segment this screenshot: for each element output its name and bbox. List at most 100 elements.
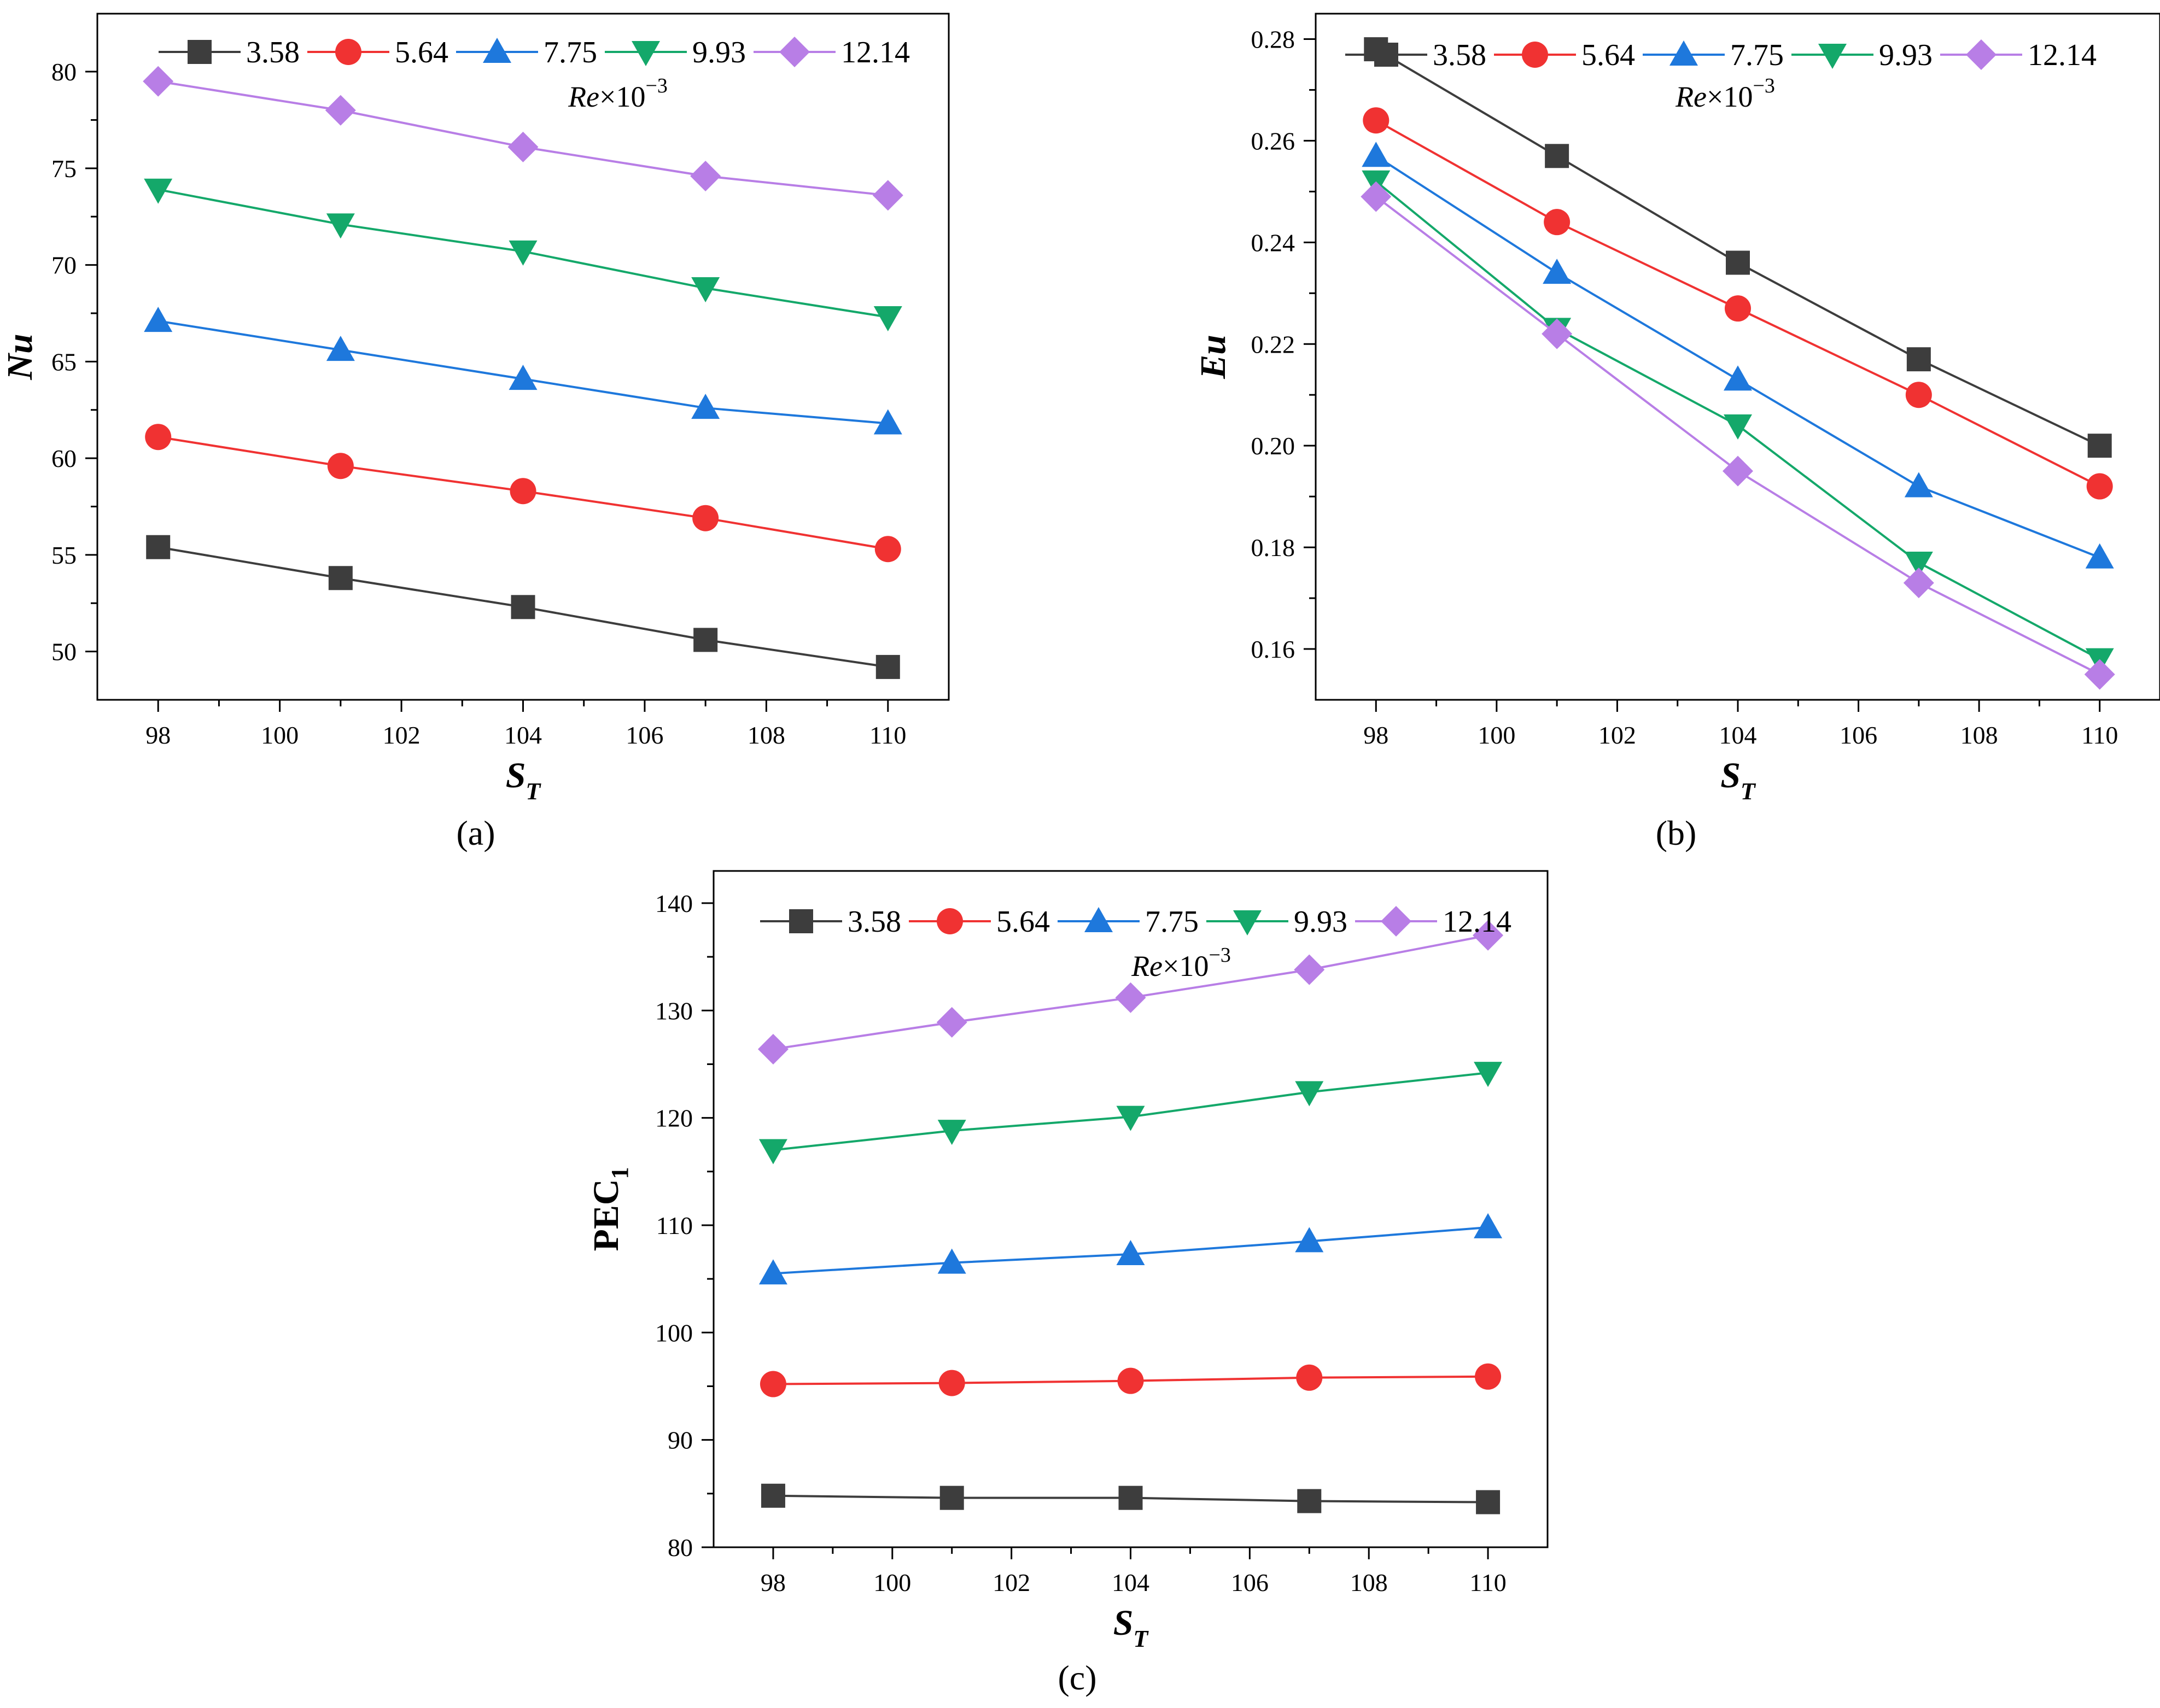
legend-title-rest: ×10 [1707, 80, 1753, 113]
y-tick-label: 80 [668, 1534, 693, 1561]
data-point [1474, 1213, 1503, 1238]
legend-marker [779, 37, 810, 67]
x-tick-label: 104 [1112, 1569, 1149, 1596]
legend-title-exp: −3 [1753, 74, 1774, 97]
legend-title-exp: −3 [1209, 944, 1230, 967]
x-tick-label: 106 [1840, 721, 1877, 749]
data-point [1117, 1367, 1144, 1394]
panel-label: (b) [1656, 814, 1697, 852]
series-5.64 [145, 424, 901, 563]
x-tick-label: 104 [1719, 721, 1757, 749]
legend-marker [1966, 39, 1996, 70]
y-tick-label: 50 [51, 638, 77, 666]
data-point [938, 1370, 965, 1396]
series-3.58 [761, 1483, 1501, 1514]
data-point [873, 306, 902, 332]
data-point [1361, 181, 1392, 212]
panel-c: 98 100 102 104 106 108 110 80 90 100 110 120 130 140 3… [586, 870, 1549, 1697]
data-point [1474, 1062, 1503, 1087]
y-axis-title-sub: 1 [606, 1167, 633, 1179]
x-tick-label: 100 [261, 721, 299, 749]
y-tick-label: 140 [655, 890, 693, 917]
data-point [1726, 250, 1750, 275]
x-tick-label: 106 [626, 721, 663, 749]
data-point [758, 1139, 787, 1165]
data-point [145, 424, 172, 451]
x-axis-title-main: S [1113, 1603, 1134, 1643]
data-point [507, 131, 539, 162]
legend-label: 3.58 [246, 36, 300, 69]
legend-label: 9.93 [1294, 905, 1347, 939]
legend-marker [483, 38, 511, 63]
legend-label: 5.64 [395, 36, 448, 69]
data-point [939, 1485, 964, 1510]
series-12.14 [1361, 181, 2115, 690]
data-point [760, 1371, 786, 1397]
legend-marker [1233, 910, 1262, 935]
panel-label: (a) [456, 814, 495, 852]
legend-label: 9.93 [1879, 38, 1933, 72]
x-tick-label: 100 [873, 1569, 911, 1596]
legend-label: 3.58 [1433, 38, 1486, 72]
y-tick-label: 130 [655, 997, 693, 1025]
data-point [2084, 659, 2115, 690]
legend-marker [632, 41, 660, 66]
y-tick-label: 65 [51, 348, 77, 376]
data-point [1116, 1105, 1145, 1131]
y-tick-label: 120 [655, 1104, 693, 1132]
legend: 3.58 5.64 7.75 9.93 12.14 [1345, 38, 2097, 72]
data-point [2087, 434, 2112, 458]
data-point [1295, 1227, 1324, 1253]
legend-marker [937, 908, 963, 934]
data-point [2086, 473, 2113, 500]
x-tick-label: 106 [1231, 1569, 1269, 1596]
data-point [1473, 920, 1504, 951]
series-3.58 [1364, 37, 2112, 458]
data-point [2085, 543, 2114, 569]
data-point [693, 628, 718, 652]
data-point [326, 336, 355, 361]
legend-title-exp: −3 [645, 74, 667, 97]
data-point [691, 277, 720, 302]
data-point [691, 394, 720, 419]
x-tick-label: 110 [2081, 721, 2118, 749]
series-9.93 [144, 178, 902, 332]
y-axis-title: Nu [0, 334, 40, 380]
x-axis-title-main: S [506, 756, 526, 795]
data-point [1544, 209, 1571, 236]
panel-b: 98 100 102 104 106 108 110 0.16 0.18 0.20 0.22 0.24… [1193, 13, 2160, 852]
legend-label: 7.75 [1730, 38, 1784, 72]
legend-marker [335, 39, 361, 65]
data-point [1905, 382, 1932, 408]
y-tick-label: 0.28 [1251, 25, 1295, 53]
series-3.58 [146, 535, 900, 679]
y-tick-label: 0.24 [1251, 229, 1295, 256]
legend-label: 7.75 [1145, 905, 1199, 939]
data-point [1115, 982, 1146, 1013]
x-tick-label: 98 [145, 721, 171, 749]
y-tick-label: 0.26 [1251, 127, 1295, 155]
legend-title: Re×10−3 [1675, 74, 1775, 113]
data-point [1476, 1490, 1501, 1514]
legend-marker [1669, 40, 1698, 66]
x-tick-label: 108 [748, 721, 785, 749]
x-tick-label: 98 [761, 1569, 786, 1596]
x-tick-label: 98 [1363, 721, 1388, 749]
data-point [509, 365, 538, 390]
y-tick-label: 60 [51, 444, 77, 472]
series-5.64 [760, 1363, 1502, 1397]
x-tick-label: 100 [1478, 721, 1515, 749]
data-point [1297, 1489, 1322, 1513]
legend-marker [1374, 43, 1398, 67]
legend-label: 5.64 [996, 905, 1050, 939]
series-12.14 [757, 920, 1504, 1064]
data-point [1906, 347, 1931, 372]
data-point [1723, 455, 1753, 487]
x-tick-label: 102 [993, 1569, 1030, 1596]
y-tick-label: 55 [51, 541, 77, 569]
legend-marker [188, 40, 212, 64]
x-axis-title: ST [1720, 756, 1756, 805]
y-axis-title-main: Nu [0, 334, 40, 380]
legend: 3.58 5.64 7.75 9.93 12.14 [159, 36, 910, 69]
